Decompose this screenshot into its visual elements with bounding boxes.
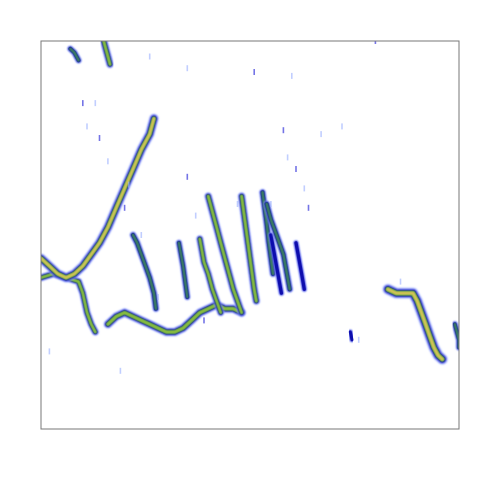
track-edge xyxy=(348,330,354,342)
track-core xyxy=(198,237,222,314)
heatmap-speck xyxy=(291,72,293,79)
heatmap-speck xyxy=(341,123,343,130)
heatmap-track-13 xyxy=(382,283,449,365)
heatmap-speck xyxy=(186,173,189,180)
heatmap-speck xyxy=(374,41,377,44)
heatmap-speck xyxy=(399,278,402,285)
heatmap-track-11 xyxy=(262,200,294,294)
track-edge xyxy=(294,241,306,291)
heatmap-speck xyxy=(86,123,88,130)
track-mid xyxy=(131,233,158,311)
heatmap-speck xyxy=(186,65,189,72)
track-core xyxy=(102,41,112,66)
heatmap-track-2 xyxy=(41,113,159,283)
heatmap-track-7 xyxy=(204,192,246,317)
heatmap-marks xyxy=(41,41,459,374)
heatmap-track-4 xyxy=(129,231,160,313)
heatmap-speck xyxy=(236,201,239,207)
track-mid xyxy=(68,47,81,62)
heatmap-speck xyxy=(157,294,159,301)
heatmap-speck xyxy=(48,348,51,355)
heatmap-track-5 xyxy=(175,239,191,301)
heatmap-speck xyxy=(128,181,130,188)
track-mid xyxy=(453,322,459,350)
plot-frame xyxy=(40,40,460,430)
heatmap-track-15 xyxy=(66,45,83,64)
heatmap-track-16 xyxy=(99,41,115,69)
heatmap-speck xyxy=(295,166,297,172)
heatmap-speck xyxy=(253,69,255,75)
heatmap-speck xyxy=(123,204,126,211)
track-peak xyxy=(386,287,444,361)
heatmap-speck xyxy=(194,212,197,219)
heatmap-speck xyxy=(140,232,143,238)
heatmap-speck xyxy=(107,158,109,165)
heatmap-speck xyxy=(98,135,101,141)
heatmap-track-14 xyxy=(451,320,459,352)
heatmap-track-8 xyxy=(237,192,261,306)
heatmap-speck xyxy=(357,336,360,343)
track-core xyxy=(206,194,243,314)
track-mid xyxy=(265,202,292,291)
heatmap-track-6 xyxy=(195,234,225,317)
heatmap-speck xyxy=(119,367,122,374)
heatmap-speck xyxy=(303,185,306,192)
heatmap-speck xyxy=(320,131,322,138)
heatmap-speck xyxy=(94,100,97,107)
heatmap-speck xyxy=(148,53,151,60)
heatmap-track-10 xyxy=(267,231,285,297)
heatmap-speck xyxy=(270,201,272,207)
track-edge xyxy=(269,233,284,295)
track-core xyxy=(240,194,258,303)
heatmap-speck xyxy=(282,127,285,134)
heatmap-speck xyxy=(307,204,310,211)
heatmap-track-17 xyxy=(347,329,355,343)
track-peak xyxy=(41,117,156,279)
track-mid xyxy=(177,241,189,299)
heatmap-speck xyxy=(203,317,205,324)
heatmap-track-12 xyxy=(292,239,308,293)
heatmap-speck xyxy=(286,154,289,161)
heatmap-speck xyxy=(82,100,84,107)
